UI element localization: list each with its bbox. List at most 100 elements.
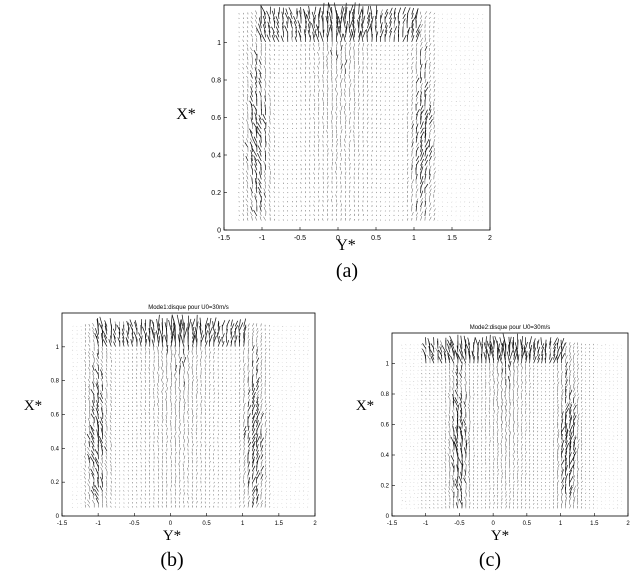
- vector-arrow: [420, 87, 422, 93]
- vector-arrow: [166, 345, 169, 351]
- vector-arrow: [277, 386, 279, 388]
- vector-arrow: [178, 387, 180, 391]
- vector-arrow: [191, 322, 193, 331]
- vector-arrow: [196, 383, 198, 387]
- vector-arrow: [348, 23, 351, 33]
- vector-arrow: [255, 117, 258, 125]
- vector-arrow: [102, 339, 108, 347]
- vector-arrow: [269, 469, 271, 472]
- vector-arrow: [148, 453, 150, 456]
- vector-arrow: [87, 379, 91, 383]
- vector-arrow: [260, 465, 265, 472]
- vector-arrow: [110, 497, 112, 500]
- vector-arrow: [340, 129, 343, 134]
- vector-arrow: [446, 146, 448, 148]
- vector-arrow: [94, 488, 99, 496]
- vector-arrow: [411, 89, 414, 93]
- vector-arrow: [314, 6, 317, 15]
- vector-arrow: [256, 327, 259, 331]
- vector-arrow: [349, 176, 351, 180]
- vector-arrow: [314, 107, 316, 111]
- vector-arrow: [239, 465, 241, 468]
- vector-arrow: [182, 375, 185, 379]
- vector-arrow: [275, 16, 280, 24]
- vector-arrow: [131, 349, 133, 351]
- vector-arrow: [420, 77, 423, 84]
- vector-arrow: [273, 122, 275, 125]
- vector-arrow: [357, 75, 359, 79]
- vector-arrow: [340, 33, 344, 42]
- vector-arrow: [114, 470, 116, 472]
- vector-arrow: [192, 500, 194, 504]
- vector-arrow: [273, 17, 275, 24]
- vector-arrow: [254, 195, 258, 203]
- vector-field: [238, 2, 484, 222]
- vector-arrow: [110, 453, 112, 456]
- vector-arrow: [411, 75, 413, 79]
- vector-arrow: [441, 155, 443, 157]
- vector-arrow: [273, 113, 275, 116]
- vector-arrow: [187, 420, 189, 424]
- vector-arrow: [424, 200, 427, 207]
- vector-arrow: [415, 113, 418, 120]
- panel-caption: (a): [336, 260, 358, 282]
- vector-arrow: [322, 167, 324, 171]
- vector-arrow: [305, 20, 307, 29]
- vector-arrow: [358, 22, 360, 33]
- vector-arrow: [330, 199, 333, 203]
- vector-arrow: [348, 88, 350, 93]
- vector-arrow: [239, 400, 241, 404]
- vector-arrow: [358, 42, 360, 47]
- vector-arrow: [174, 497, 176, 500]
- vector-arrow: [164, 322, 168, 331]
- vector-arrow: [269, 357, 271, 359]
- vector-arrow: [411, 133, 414, 139]
- vector-arrow: [200, 399, 203, 404]
- vector-arrow: [226, 339, 230, 347]
- vector-arrow: [136, 458, 138, 460]
- vector-arrow: [307, 23, 311, 33]
- vector-arrow: [264, 128, 267, 134]
- vector-arrow: [327, 199, 329, 203]
- vector-arrow: [116, 325, 121, 331]
- vector-arrow: [103, 335, 108, 343]
- vector-arrow: [273, 205, 275, 207]
- vector-arrow: [153, 420, 155, 424]
- vector-arrow: [147, 335, 151, 343]
- vector-arrow: [459, 96, 461, 98]
- vector-arrow: [318, 162, 320, 166]
- vector-arrow: [160, 378, 163, 383]
- vector-arrow: [250, 150, 253, 157]
- vector-arrow: [269, 444, 271, 448]
- vector-arrow: [424, 81, 429, 88]
- vector-arrow: [238, 77, 240, 79]
- vector-arrow: [428, 169, 431, 175]
- vector-arrow: [259, 150, 262, 157]
- vector-arrow: [109, 356, 112, 359]
- vector-arrow: [157, 456, 159, 460]
- vector-arrow: [247, 481, 250, 488]
- vector-arrow: [393, 11, 396, 20]
- vector-arrow: [179, 492, 181, 496]
- vector-arrow: [398, 173, 400, 175]
- vector-arrow: [165, 398, 168, 404]
- vector-arrow: [170, 353, 173, 359]
- vector-arrow: [256, 343, 258, 347]
- vector-arrow: [335, 78, 337, 84]
- vector-arrow: [420, 197, 423, 203]
- vector-arrow: [246, 175, 249, 180]
- vector-arrow: [222, 473, 224, 476]
- vector-arrow: [156, 383, 159, 387]
- vector-arrow: [179, 431, 182, 436]
- vector-arrow: [314, 167, 316, 171]
- vector-arrow: [123, 321, 125, 327]
- vector-arrow: [152, 444, 155, 448]
- vector-arrow: [222, 405, 224, 408]
- vector-arrow: [247, 30, 249, 33]
- vector-arrow: [209, 388, 211, 391]
- vector-arrow: [317, 144, 320, 148]
- vector-arrow: [268, 165, 271, 171]
- vector-arrow: [317, 52, 320, 56]
- vector-arrow: [170, 373, 172, 379]
- vector-arrow: [251, 497, 255, 504]
